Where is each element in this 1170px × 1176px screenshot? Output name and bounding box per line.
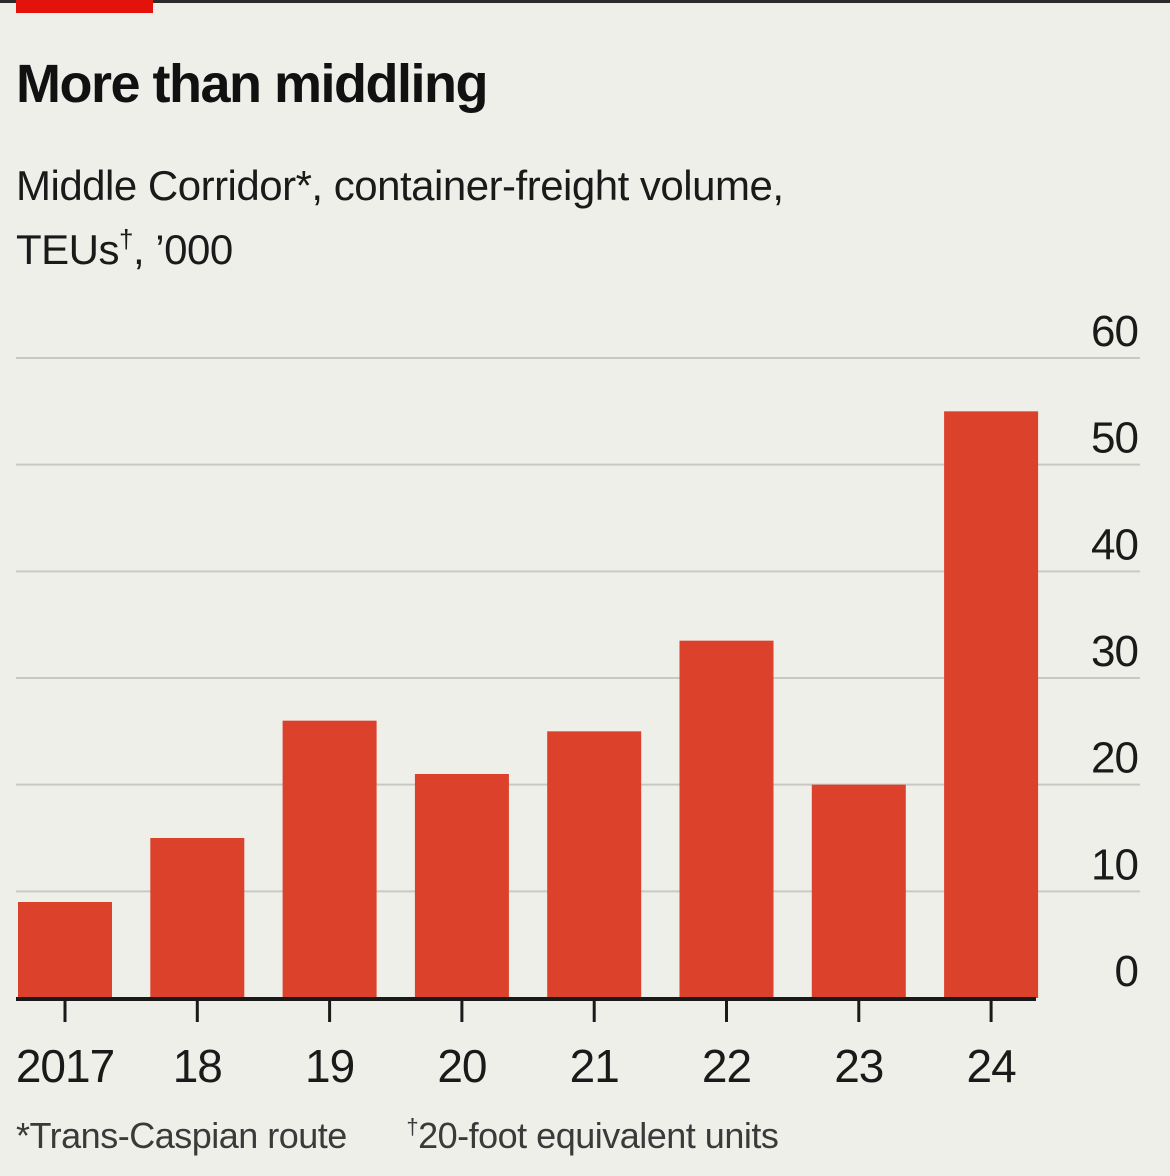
footnotes: *Trans-Caspian route †20-foot equivalent… <box>16 1112 779 1160</box>
y-tick-label: 40 <box>1091 520 1138 569</box>
footnote-route: *Trans-Caspian route <box>16 1112 347 1160</box>
y-tick-label: 50 <box>1091 414 1138 463</box>
x-tick-label: 23 <box>834 1040 883 1092</box>
chart-title: More than middling <box>16 54 488 114</box>
bar-23 <box>811 784 906 998</box>
bar-22 <box>679 640 774 998</box>
bar-chart: 0 10 20 30 40 50 60 2017 18 19 20 21 22 23 24 <box>16 307 1140 1092</box>
y-tick-label: 60 <box>1091 307 1138 356</box>
y-tick-label: 20 <box>1091 734 1138 783</box>
footnote-route-text: Trans-Caspian route <box>29 1115 348 1156</box>
x-tick-label: 19 <box>305 1040 354 1092</box>
bar-19 <box>282 720 377 998</box>
subtitle-dagger: † <box>119 224 133 254</box>
footnote-route-mark: * <box>16 1115 30 1156</box>
x-tick-label: 21 <box>570 1040 619 1092</box>
bar-24 <box>944 411 1039 998</box>
x-tick-label: 24 <box>967 1040 1017 1092</box>
footnote-teu-mark: † <box>406 1114 419 1139</box>
x-tick-label: 2017 <box>16 1040 114 1092</box>
y-tick-label: 10 <box>1091 840 1138 889</box>
x-tick-label: 18 <box>173 1040 222 1092</box>
subtitle-unit: TEUs <box>16 226 120 273</box>
footnote-teu-text: 20-foot equivalent units <box>418 1115 779 1156</box>
subtitle-line2: TEUs†, ’000 <box>16 226 233 273</box>
y-tick-label: 0 <box>1115 947 1138 996</box>
bar-18 <box>150 838 245 998</box>
x-tick-label: 22 <box>702 1040 751 1092</box>
brand-tag <box>16 0 153 13</box>
chart-subtitle: Middle Corridor*, container-freight volu… <box>16 154 1116 282</box>
footnote-teu: †20-foot equivalent units <box>406 1112 779 1160</box>
x-tick-label: 20 <box>437 1040 486 1092</box>
bar-2017 <box>18 902 112 998</box>
y-tick-label: 30 <box>1091 627 1138 676</box>
top-rule <box>0 0 1170 3</box>
bar-21 <box>547 731 642 998</box>
bar-20 <box>414 774 509 998</box>
subtitle-line1: Middle Corridor*, container-freight volu… <box>16 162 784 209</box>
subtitle-scale: , ’000 <box>132 226 233 273</box>
